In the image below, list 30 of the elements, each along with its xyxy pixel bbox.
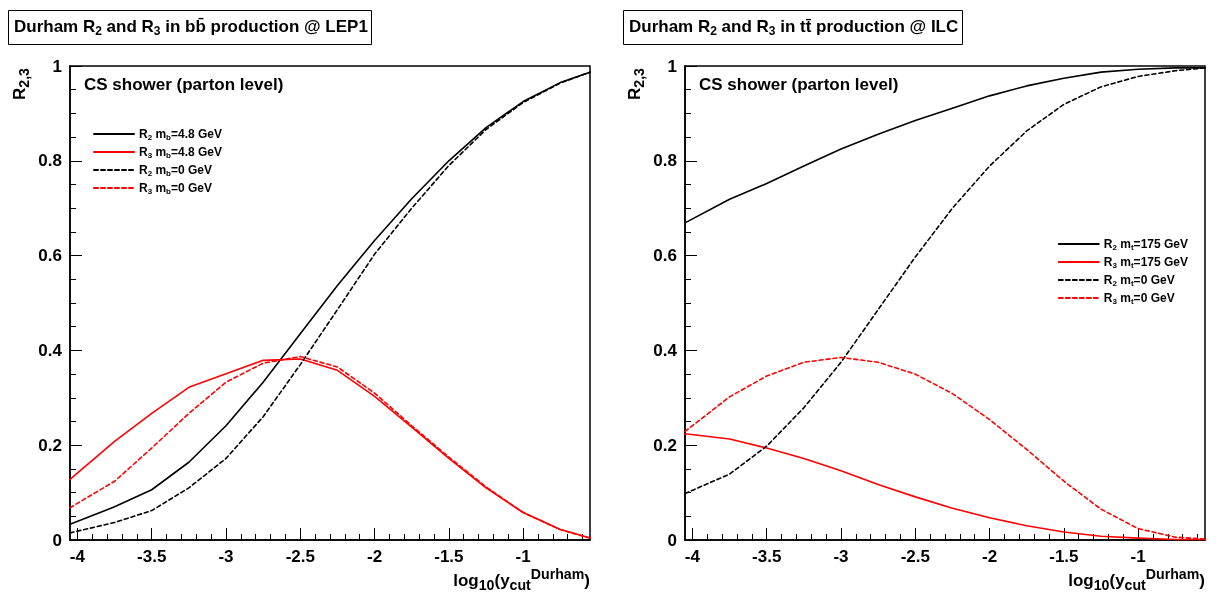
x-tick-label: -4 — [684, 547, 701, 566]
y-tick-label: 0.4 — [653, 340, 678, 360]
y-tick-label: 0.6 — [653, 246, 677, 266]
y-tick-label: 0 — [667, 530, 677, 550]
x-tick-label: -3 — [218, 547, 234, 566]
y-tick-label: 0.6 — [38, 246, 62, 266]
x-tick-label: -3.5 — [752, 547, 782, 566]
x-tick-label: -4 — [69, 547, 86, 566]
y-tick-label: 1 — [667, 56, 677, 76]
y-tick-label: 0.8 — [653, 151, 677, 171]
x-axis-title: log$_{10}$(y$_{cut}$$^{Durham}$) — [453, 566, 590, 594]
y-tick-label: 0 — [52, 530, 62, 550]
y-tick-label: 1 — [52, 56, 62, 76]
y-tick-label: 0.2 — [38, 435, 62, 455]
y-tick-label: 0.8 — [38, 151, 62, 171]
x-tick-label: -2.5 — [900, 547, 930, 566]
x-tick-label: -1 — [515, 547, 531, 566]
x-tick-label: -3.5 — [137, 547, 167, 566]
annotation: CS shower (parton level) — [84, 75, 284, 94]
x-tick-label: -2 — [367, 547, 383, 566]
annotation: CS shower (parton level) — [699, 75, 899, 94]
x-tick-label: -1.5 — [1049, 547, 1079, 566]
x-tick-label: -2.5 — [285, 547, 315, 566]
y-tick-label: 0.4 — [38, 340, 63, 360]
x-tick-label: -1.5 — [434, 547, 464, 566]
x-tick-label: -2 — [982, 547, 998, 566]
x-tick-label: -3 — [833, 547, 849, 566]
x-axis-title: log$_{10}$(y$_{cut}$$^{Durham}$) — [1068, 566, 1205, 594]
x-tick-label: -1 — [1130, 547, 1146, 566]
y-tick-label: 0.2 — [653, 435, 677, 455]
